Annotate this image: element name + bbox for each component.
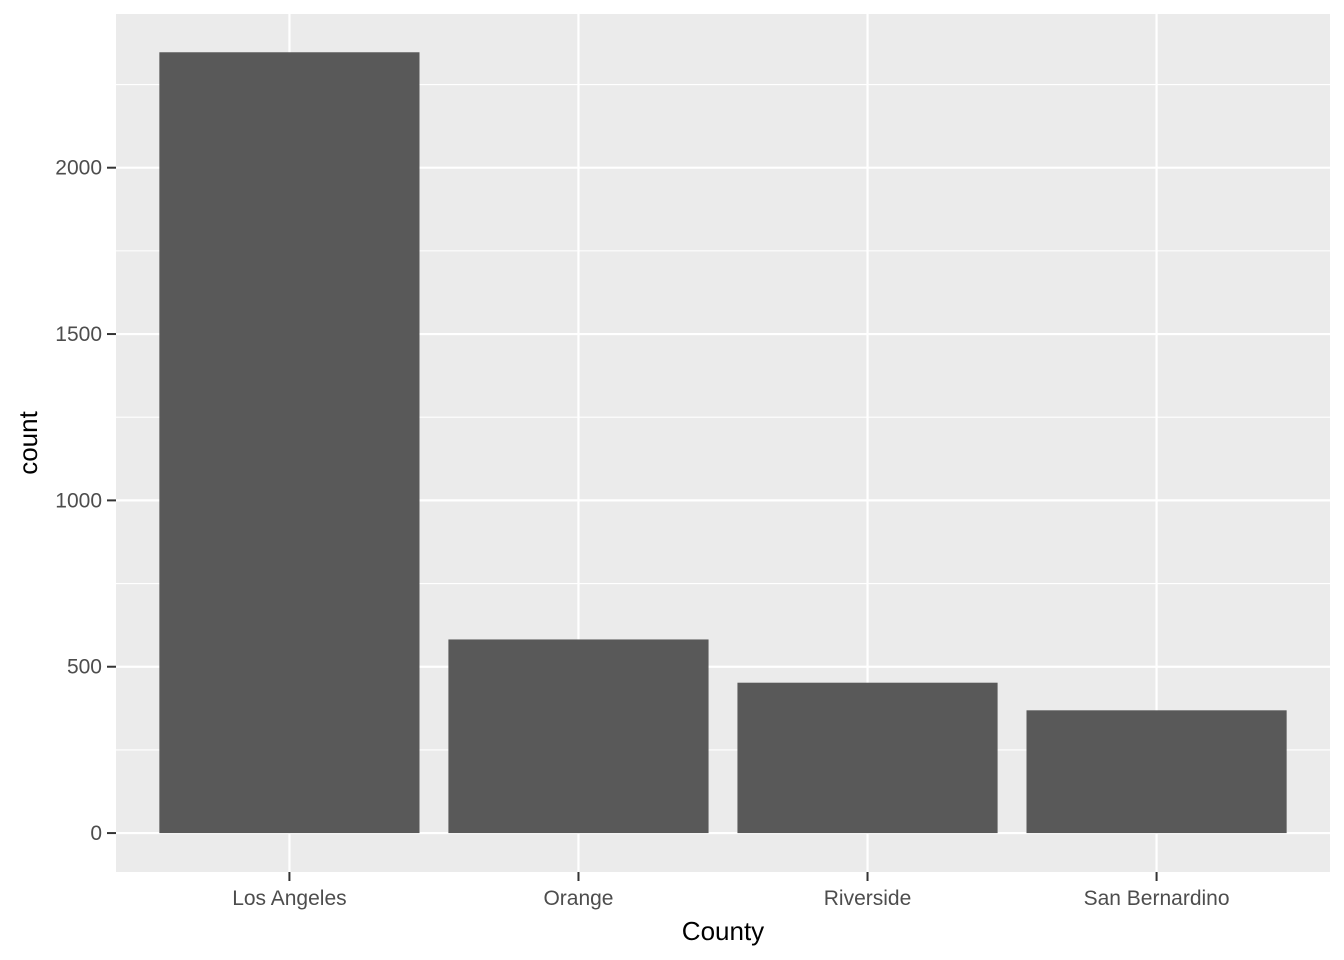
bars xyxy=(159,52,1287,834)
y-tick-label: 0 xyxy=(90,822,102,845)
bar-los-angeles xyxy=(159,52,420,834)
y-tick-label: 500 xyxy=(67,656,102,679)
y-tick-label: 2000 xyxy=(55,157,102,180)
bar-riverside xyxy=(737,682,998,834)
bar-orange xyxy=(448,639,709,834)
x-tick-label: Los Angeles xyxy=(232,887,346,910)
x-axis-title: County xyxy=(682,916,764,946)
y-tick-label: 1500 xyxy=(55,323,102,346)
y-axis: 0 500 1000 1500 2000 xyxy=(55,157,116,845)
x-axis: Los Angeles Orange Riverside San Bernardino xyxy=(232,872,1230,910)
y-tick-label: 1000 xyxy=(55,489,102,512)
y-axis-title: count xyxy=(13,410,43,474)
x-tick-label: San Bernardino xyxy=(1084,887,1230,910)
bar-san-bernardino xyxy=(1026,710,1287,834)
x-tick-label: Orange xyxy=(543,887,613,910)
x-tick-label: Riverside xyxy=(824,887,912,910)
